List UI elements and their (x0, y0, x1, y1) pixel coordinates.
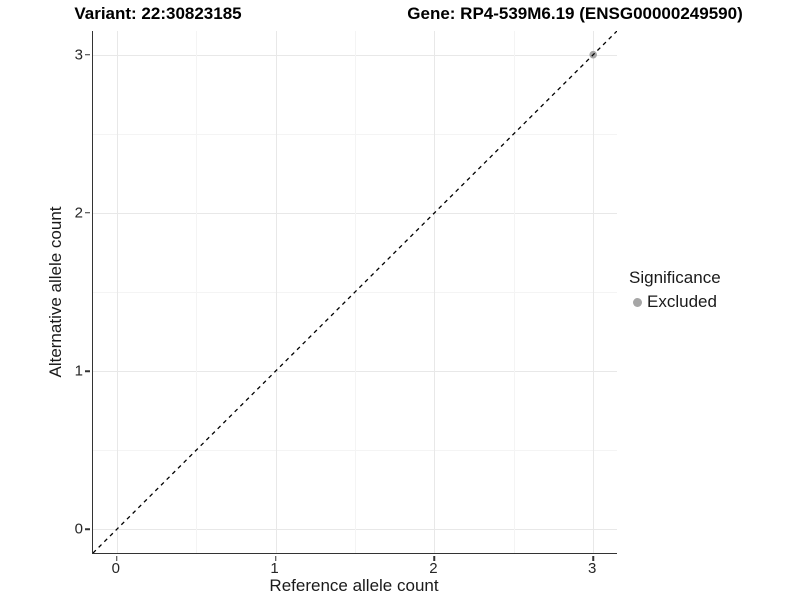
plot-panel (85, 31, 617, 561)
x-tick-mark-0 (116, 556, 118, 561)
plot-overlay (93, 31, 617, 553)
gridline-v-minor-0p5 (196, 31, 198, 553)
gridline-v-minor-2p5 (513, 31, 515, 553)
y-tick-label: 3 (74, 46, 83, 64)
y-tick-label: 2 (74, 204, 83, 222)
x-tick-label: 1 (270, 560, 279, 577)
gridline-v-major-2 (434, 31, 436, 553)
gene-title: Gene: RP4-539M6.19 (ENSG00000249590) (407, 4, 743, 23)
x-tick-mark-1 (274, 556, 277, 561)
x-tick-label: 0 (111, 560, 120, 577)
legend-title: Significance (629, 268, 721, 287)
x-axis-labels: 0 1 2 3 (92, 560, 616, 578)
y-tick-label: 0 (74, 520, 83, 538)
y-axis-labels: 0 1 2 3 (58, 31, 83, 553)
gridline-v-major-0 (116, 31, 118, 553)
legend-entry-excluded: Excluded (629, 292, 721, 312)
legend: Significance Excluded (629, 268, 721, 312)
gridline-v-major-1 (275, 31, 277, 553)
y-tick-mark-3 (85, 53, 90, 56)
identity-line (93, 31, 617, 553)
y-tick-mark-1 (85, 370, 90, 372)
legend-key-dot (633, 297, 642, 307)
variant-title: Variant: 22:30823185 (74, 4, 242, 23)
y-tick-mark-0 (85, 528, 90, 531)
x-tick-mark-2 (433, 556, 436, 561)
legend-entry-label: Excluded (647, 292, 717, 311)
x-tick-label: 2 (429, 560, 438, 577)
gridline-v-major-3 (593, 31, 595, 553)
x-axis-title: Reference allele count (269, 576, 439, 595)
y-tick-label: 1 (74, 362, 83, 380)
x-tick-mark-3 (592, 556, 594, 561)
y-axis-title: Alternative allele count (46, 206, 65, 378)
x-tick-label: 3 (588, 560, 597, 577)
y-tick-mark-2 (85, 212, 90, 214)
